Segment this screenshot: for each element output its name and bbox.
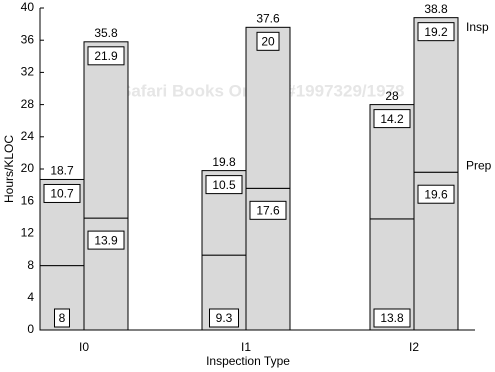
value-label: 10.5 — [212, 178, 236, 192]
total-label: 35.8 — [94, 26, 118, 40]
y-tick-label: 16 — [21, 193, 35, 207]
y-tick-label: 40 — [21, 0, 35, 14]
y-tick-label: 12 — [21, 226, 35, 240]
bar-segment — [413, 17, 459, 173]
total-label: 28 — [385, 89, 399, 103]
value-label-box — [256, 31, 280, 51]
value-label: 13.9 — [94, 233, 118, 247]
value-label: 14.2 — [380, 112, 404, 126]
value-label: 19.6 — [424, 187, 448, 201]
value-label: 20 — [261, 34, 275, 48]
value-label-box — [54, 308, 70, 328]
total-label: 38.8 — [424, 2, 448, 16]
value-label: 8 — [59, 311, 66, 325]
value-label: 13.8 — [380, 311, 404, 325]
total-label: 18.7 — [50, 164, 74, 178]
y-tick-label: 4 — [27, 290, 34, 304]
y-tick-label: 0 — [27, 322, 34, 336]
y-tick-label: 32 — [21, 65, 35, 79]
y-tick-label: 28 — [21, 97, 35, 111]
bar-segment — [83, 41, 129, 219]
value-label: 9.3 — [216, 311, 233, 325]
y-tick-label: 20 — [21, 161, 35, 175]
value-label-box — [373, 109, 411, 129]
value-label-box — [87, 46, 125, 66]
y-tick-label: 24 — [21, 129, 35, 143]
value-label: 17.6 — [256, 203, 280, 217]
value-label-box — [43, 183, 81, 203]
x-tick-label: I2 — [409, 340, 419, 354]
legend-label: Insp — [466, 20, 489, 34]
value-label-box — [205, 175, 243, 195]
y-tick-label: 36 — [21, 32, 35, 46]
value-label: 21.9 — [94, 49, 118, 63]
legend-label: Prep — [466, 158, 492, 172]
value-label-box — [417, 22, 455, 42]
value-label-box — [249, 200, 287, 220]
value-label: 19.2 — [424, 25, 448, 39]
y-axis-label: Hours/KLOC — [2, 135, 16, 203]
value-label-box — [87, 230, 125, 250]
value-label-box — [373, 308, 411, 328]
total-label: 19.8 — [212, 155, 236, 169]
total-label: 37.6 — [256, 11, 280, 25]
value-label-box — [417, 184, 455, 204]
value-label-box — [209, 308, 239, 328]
y-tick-label: 8 — [27, 258, 34, 272]
value-label: 10.7 — [50, 187, 74, 201]
x-axis-label: Inspection Type — [206, 354, 290, 368]
x-tick-label: I1 — [241, 340, 251, 354]
bar-segment — [245, 26, 291, 189]
x-tick-label: I0 — [79, 340, 89, 354]
